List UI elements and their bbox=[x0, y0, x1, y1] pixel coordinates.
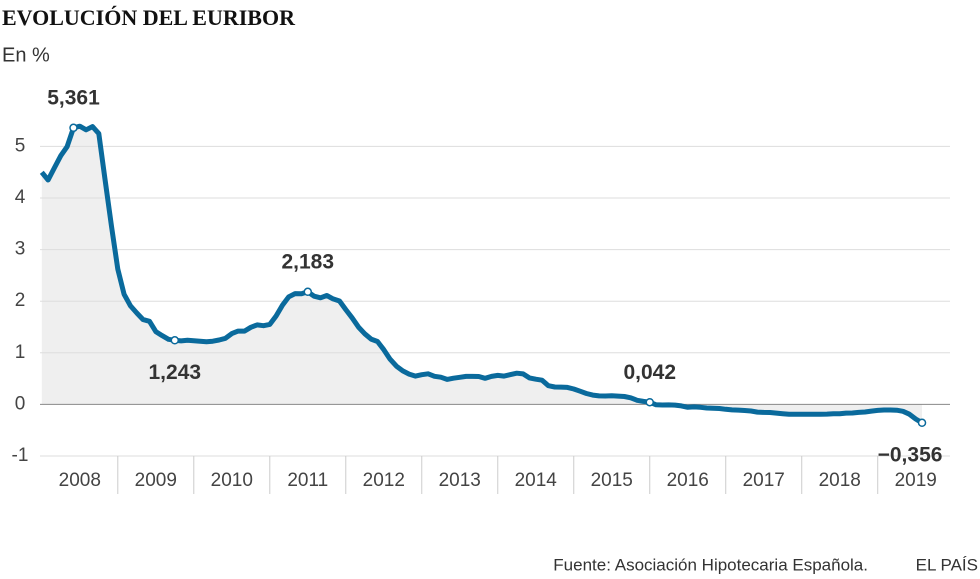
x-tick-label: 2018 bbox=[819, 470, 861, 491]
point-marker bbox=[69, 123, 78, 133]
x-tick-label: 2019 bbox=[895, 470, 937, 491]
y-tick-label: -1 bbox=[12, 445, 29, 466]
point-marker bbox=[645, 397, 654, 407]
value-label: 5,361 bbox=[47, 86, 100, 109]
chart-title: EVOLUCIÓN DEL EURIBOR bbox=[2, 5, 296, 30]
point-marker bbox=[303, 287, 313, 297]
y-tick-label: 5 bbox=[15, 135, 26, 156]
value-label: 0,042 bbox=[623, 361, 676, 384]
x-tick-label: 2012 bbox=[363, 470, 405, 491]
x-tick-label: 2011 bbox=[287, 470, 328, 491]
line bbox=[39, 123, 924, 425]
source: Fuente: Asociación Hipotecaria Española. bbox=[553, 555, 868, 574]
area bbox=[41, 126, 923, 423]
value-label: 2,183 bbox=[281, 250, 334, 273]
x-tick-label: 2017 bbox=[743, 470, 785, 491]
point-marker bbox=[170, 336, 180, 345]
y-tick-label: 0 bbox=[15, 393, 26, 414]
x-tick-label: 2013 bbox=[439, 470, 481, 491]
x-tick-label: 2009 bbox=[135, 470, 177, 491]
value-label: −0,356 bbox=[878, 443, 943, 466]
point-marker bbox=[917, 418, 927, 428]
x-tick-label: 2008 bbox=[59, 470, 101, 491]
x-tick-label: 2010 bbox=[211, 470, 253, 491]
y-tick-label: 1 bbox=[15, 342, 26, 363]
x-tick-label: 2016 bbox=[667, 470, 709, 491]
y-tick-label: 3 bbox=[15, 239, 26, 260]
subtitle: En % bbox=[2, 44, 50, 66]
value-label: 1,243 bbox=[149, 361, 202, 384]
publisher: EL PAÍS bbox=[916, 555, 978, 574]
y-tick-label: 2 bbox=[15, 290, 26, 311]
x-tick-label: 2015 bbox=[591, 470, 633, 491]
y-tick-label: 4 bbox=[15, 187, 26, 208]
x-tick-label: 2014 bbox=[515, 470, 558, 491]
